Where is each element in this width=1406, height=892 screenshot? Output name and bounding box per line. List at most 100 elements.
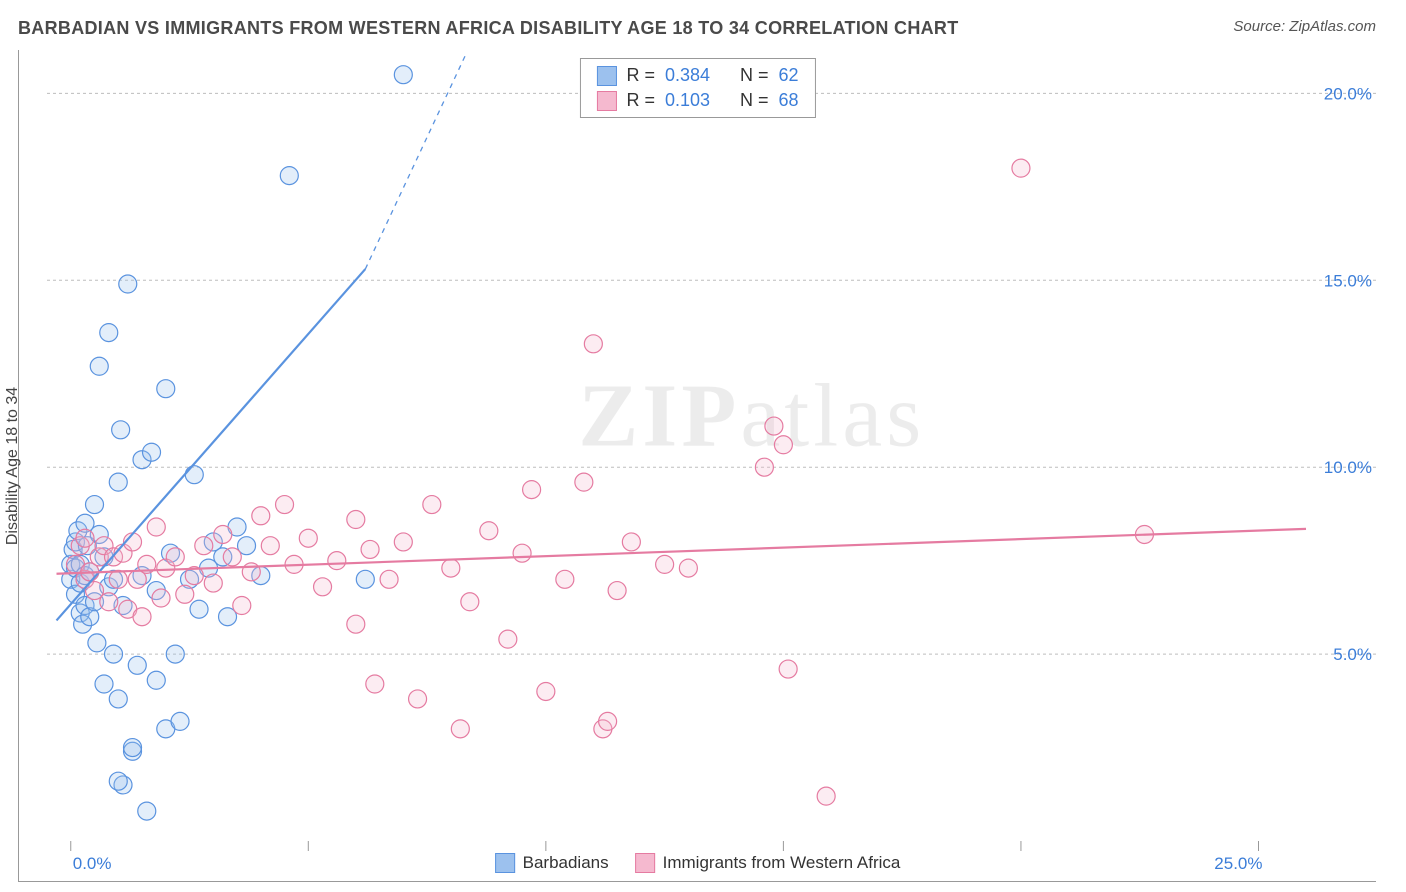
data-point-waf	[423, 496, 441, 514]
data-point-barbadians	[95, 675, 113, 693]
data-point-barbadians	[185, 466, 203, 484]
data-point-barbadians	[190, 600, 208, 618]
stat-r-label: R =	[626, 65, 655, 86]
data-point-waf	[765, 417, 783, 435]
data-point-waf	[223, 548, 241, 566]
data-point-waf	[195, 537, 213, 555]
data-point-waf	[599, 712, 617, 730]
x-tick-label: 25.0%	[1214, 854, 1262, 873]
stat-n-value: 68	[779, 90, 799, 111]
data-point-waf	[622, 533, 640, 551]
data-point-waf	[366, 675, 384, 693]
data-point-waf	[176, 585, 194, 603]
data-point-barbadians	[86, 496, 104, 514]
data-point-waf	[204, 574, 222, 592]
data-point-waf	[328, 552, 346, 570]
data-point-waf	[252, 507, 270, 525]
data-point-barbadians	[128, 656, 146, 674]
data-point-barbadians	[166, 645, 184, 663]
y-tick-label: 10.0%	[1324, 458, 1372, 477]
data-point-waf	[380, 570, 398, 588]
data-point-waf	[347, 511, 365, 529]
y-tick-label: 20.0%	[1324, 84, 1372, 103]
data-point-waf	[299, 529, 317, 547]
source-label: Source:	[1233, 18, 1289, 35]
data-point-waf	[513, 544, 531, 562]
data-point-waf	[76, 529, 94, 547]
data-point-barbadians	[105, 645, 123, 663]
data-point-waf	[779, 660, 797, 678]
legend-label: Barbadians	[523, 853, 609, 873]
data-point-barbadians	[157, 380, 175, 398]
data-point-barbadians	[100, 324, 118, 342]
data-point-barbadians	[109, 690, 127, 708]
data-point-waf	[656, 555, 674, 573]
legend-item-waf: Immigrants from Western Africa	[635, 853, 901, 873]
data-point-waf	[556, 570, 574, 588]
data-point-waf	[461, 593, 479, 611]
scatter-plot: 5.0% 10.0% 15.0% 20.0% 0.0% 25.0%	[19, 50, 1376, 881]
legend-swatch-waf	[635, 853, 655, 873]
data-point-barbadians	[112, 421, 130, 439]
data-point-waf	[679, 559, 697, 577]
data-point-waf	[451, 720, 469, 738]
source-attribution: Source: ZipAtlas.com	[1233, 18, 1376, 35]
data-point-barbadians	[280, 167, 298, 185]
swatch-barbadians	[596, 66, 616, 86]
trendline-dash-barbadians	[365, 56, 465, 269]
data-point-waf	[133, 608, 151, 626]
data-point-waf	[109, 570, 127, 588]
data-point-waf	[347, 615, 365, 633]
stat-r-value: 0.384	[665, 65, 710, 86]
data-point-barbadians	[147, 671, 165, 689]
legend-swatch-barbadians	[495, 853, 515, 873]
data-point-waf	[166, 548, 184, 566]
data-point-barbadians	[124, 739, 142, 757]
data-point-barbadians	[109, 772, 127, 790]
data-point-barbadians	[138, 802, 156, 820]
stat-n-value: 62	[779, 65, 799, 86]
data-point-waf	[233, 597, 251, 615]
data-point-waf	[442, 559, 460, 577]
y-tick-label: 5.0%	[1333, 645, 1372, 664]
data-point-barbadians	[143, 443, 161, 461]
y-tick-label: 15.0%	[1324, 271, 1372, 290]
x-tick-label: 0.0%	[73, 854, 112, 873]
source-name: ZipAtlas.com	[1289, 18, 1376, 35]
data-point-waf	[152, 589, 170, 607]
data-point-waf	[817, 787, 835, 805]
data-point-barbadians	[356, 570, 374, 588]
stat-r-label: R =	[626, 90, 655, 111]
data-point-waf	[394, 533, 412, 551]
data-point-waf	[755, 458, 773, 476]
data-point-waf	[100, 593, 118, 611]
chart-area: Disability Age 18 to 34 ZIPatlas 5.0%10.…	[18, 50, 1376, 882]
data-point-waf	[147, 518, 165, 536]
stat-n-label: N =	[740, 65, 769, 86]
legend-label: Immigrants from Western Africa	[663, 853, 901, 873]
stat-n-label: N =	[740, 90, 769, 111]
data-point-waf	[1012, 159, 1030, 177]
data-point-waf	[575, 473, 593, 491]
correlation-stats-box: R = 0.384 N = 62 R = 0.103 N = 68	[579, 58, 815, 118]
stats-row-barbadians: R = 0.384 N = 62	[580, 63, 814, 88]
data-point-barbadians	[119, 275, 137, 293]
data-point-waf	[261, 537, 279, 555]
data-point-barbadians	[171, 712, 189, 730]
stat-r-value: 0.103	[665, 90, 710, 111]
data-point-waf	[537, 682, 555, 700]
data-point-waf	[608, 582, 626, 600]
legend-item-barbadians: Barbadians	[495, 853, 609, 873]
data-point-waf	[314, 578, 332, 596]
swatch-waf	[596, 91, 616, 111]
data-point-waf	[361, 540, 379, 558]
data-point-waf	[584, 335, 602, 353]
data-point-waf	[499, 630, 517, 648]
data-point-waf	[774, 436, 792, 454]
data-point-waf	[214, 525, 232, 543]
data-point-barbadians	[394, 66, 412, 84]
data-point-barbadians	[90, 357, 108, 375]
data-point-waf	[409, 690, 427, 708]
data-point-waf	[276, 496, 294, 514]
data-point-barbadians	[109, 473, 127, 491]
